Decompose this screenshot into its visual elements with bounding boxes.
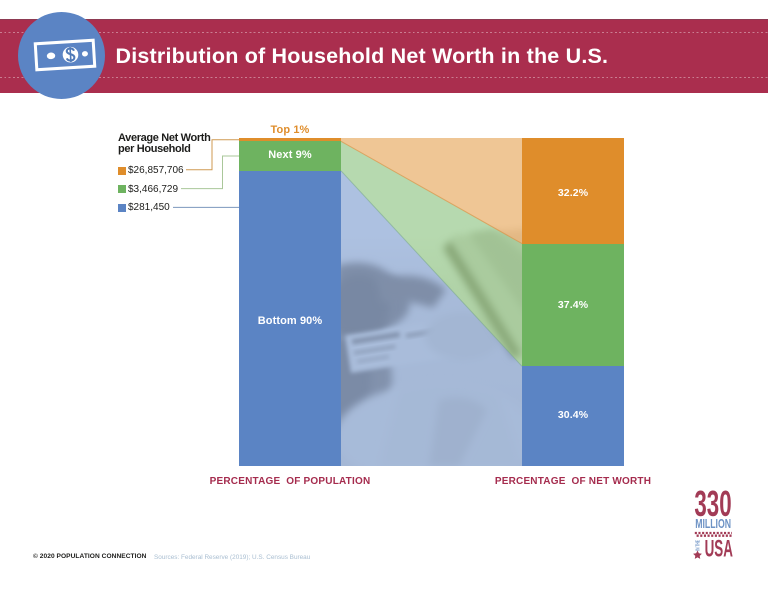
svg-text:USA: USA xyxy=(705,535,733,562)
svg-text:IN THE: IN THE xyxy=(695,540,701,551)
svg-text:330: 330 xyxy=(694,486,731,524)
svg-text:MILLION: MILLION xyxy=(695,517,731,531)
